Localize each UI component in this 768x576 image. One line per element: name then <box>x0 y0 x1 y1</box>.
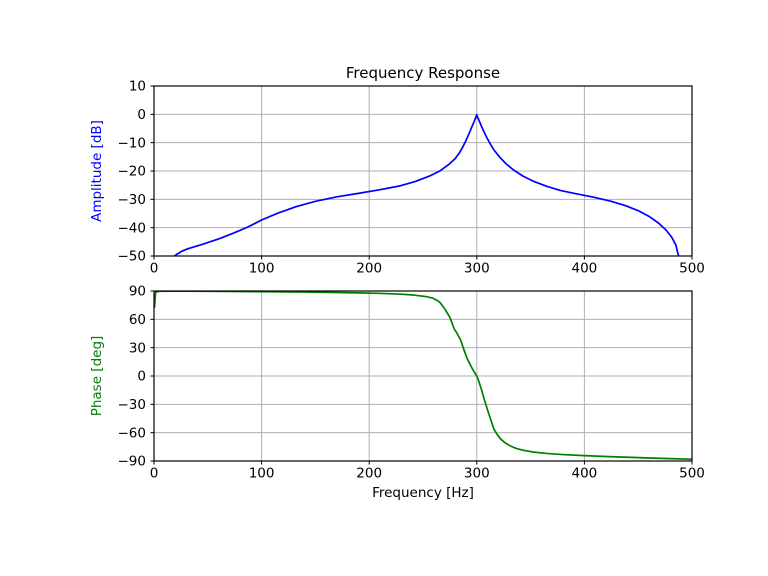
y-tick-label: 90 <box>129 284 146 300</box>
y-tick-label: −90 <box>118 454 147 470</box>
amplitude-axis-label: Amplitude [dB] <box>89 120 105 222</box>
x-tick-label: 500 <box>679 466 705 482</box>
y-tick-label: 0 <box>137 369 146 385</box>
y-tick-label: 10 <box>129 79 146 95</box>
x-tick-label: 500 <box>679 261 705 277</box>
amplitude_db-curve <box>173 113 680 256</box>
y-tick-label: −40 <box>118 220 147 236</box>
y-tick-label: 30 <box>129 340 146 356</box>
y-tick-label: 60 <box>129 312 146 328</box>
y-tick-label: −20 <box>118 164 147 180</box>
y-tick-label: −30 <box>118 397 147 413</box>
phase-axis-label: Phase [deg] <box>89 335 105 417</box>
phase_deg-curve <box>154 291 692 461</box>
x-tick-label: 0 <box>150 466 159 482</box>
chart-title: Frequency Response <box>345 64 501 82</box>
y-tick-label: 0 <box>137 107 146 123</box>
frequency-axis-label: Frequency [Hz] <box>372 485 474 501</box>
x-tick-label: 400 <box>572 261 598 277</box>
x-tick-label: 200 <box>356 466 382 482</box>
y-tick-label: −60 <box>118 425 147 441</box>
y-tick-label: −10 <box>118 135 147 151</box>
y-tick-label: −30 <box>118 192 147 208</box>
x-tick-label: 400 <box>572 466 598 482</box>
y-tick-label: −50 <box>118 249 147 265</box>
x-tick-label: 100 <box>249 261 275 277</box>
x-tick-label: 100 <box>249 466 275 482</box>
x-tick-label: 200 <box>356 261 382 277</box>
x-tick-label: 300 <box>464 261 490 277</box>
x-tick-label: 0 <box>150 261 159 277</box>
x-tick-label: 300 <box>464 466 490 482</box>
